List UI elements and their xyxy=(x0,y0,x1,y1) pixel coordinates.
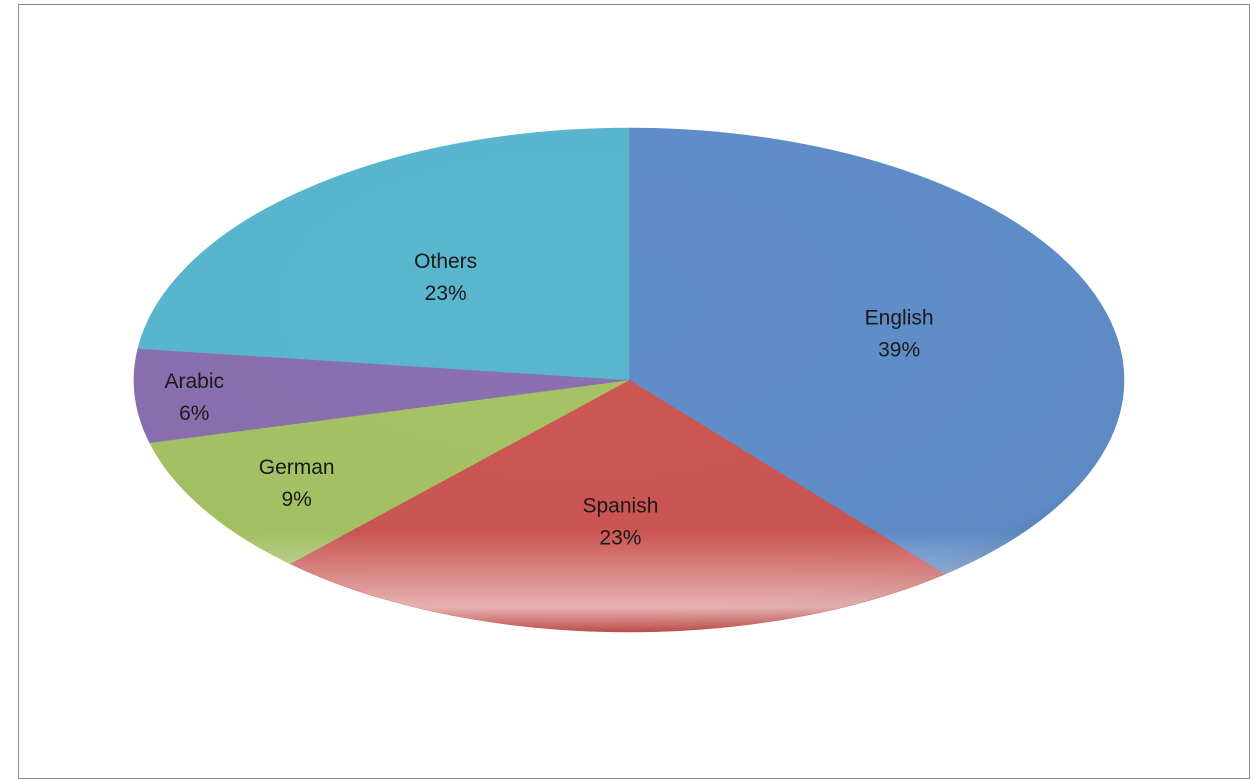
slice-category-label: Spanish xyxy=(583,495,659,518)
slice-percent-label: 23% xyxy=(599,527,641,550)
slice-category-label: German xyxy=(259,456,335,479)
slice-percent-label: 23% xyxy=(425,282,467,305)
slice-category-label: Others xyxy=(414,250,477,273)
slice-percent-label: 9% xyxy=(281,488,311,511)
slice-percent-label: 6% xyxy=(179,402,209,425)
pie-slice-others xyxy=(138,128,629,380)
pie-slices xyxy=(134,128,1124,632)
slice-percent-label: 39% xyxy=(878,338,920,361)
slice-category-label: English xyxy=(865,306,934,329)
slice-category-label: Arabic xyxy=(164,370,224,393)
